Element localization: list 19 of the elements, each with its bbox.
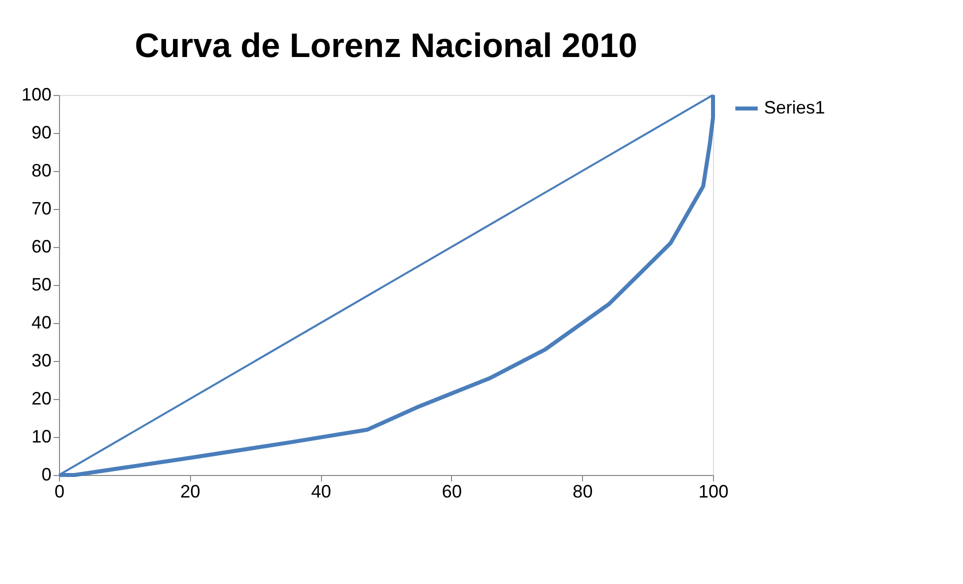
legend-label: Series1	[764, 98, 826, 118]
y-tick-label: 10	[31, 426, 52, 446]
x-tick-label: 20	[180, 482, 200, 502]
y-tick-label: 70	[31, 198, 52, 218]
y-tick-label: 100	[21, 84, 52, 104]
y-tick-label: 30	[31, 350, 52, 370]
y-tick-label: 40	[31, 312, 52, 332]
y-tick-label: 90	[31, 122, 52, 142]
y-tick-label: 0	[41, 464, 52, 484]
y-tick-label: 50	[31, 274, 52, 294]
x-tick-label: 100	[698, 482, 729, 502]
x-tick-label: 80	[572, 482, 593, 502]
y-tick-label: 60	[31, 236, 52, 256]
y-tick-label: 20	[31, 388, 52, 408]
x-tick-label: 60	[442, 482, 462, 502]
y-tick-label: 80	[31, 160, 52, 180]
chart-title: Curva de Lorenz Nacional 2010	[134, 27, 638, 65]
x-tick-label: 0	[54, 482, 65, 502]
x-tick-label: 40	[311, 482, 332, 502]
